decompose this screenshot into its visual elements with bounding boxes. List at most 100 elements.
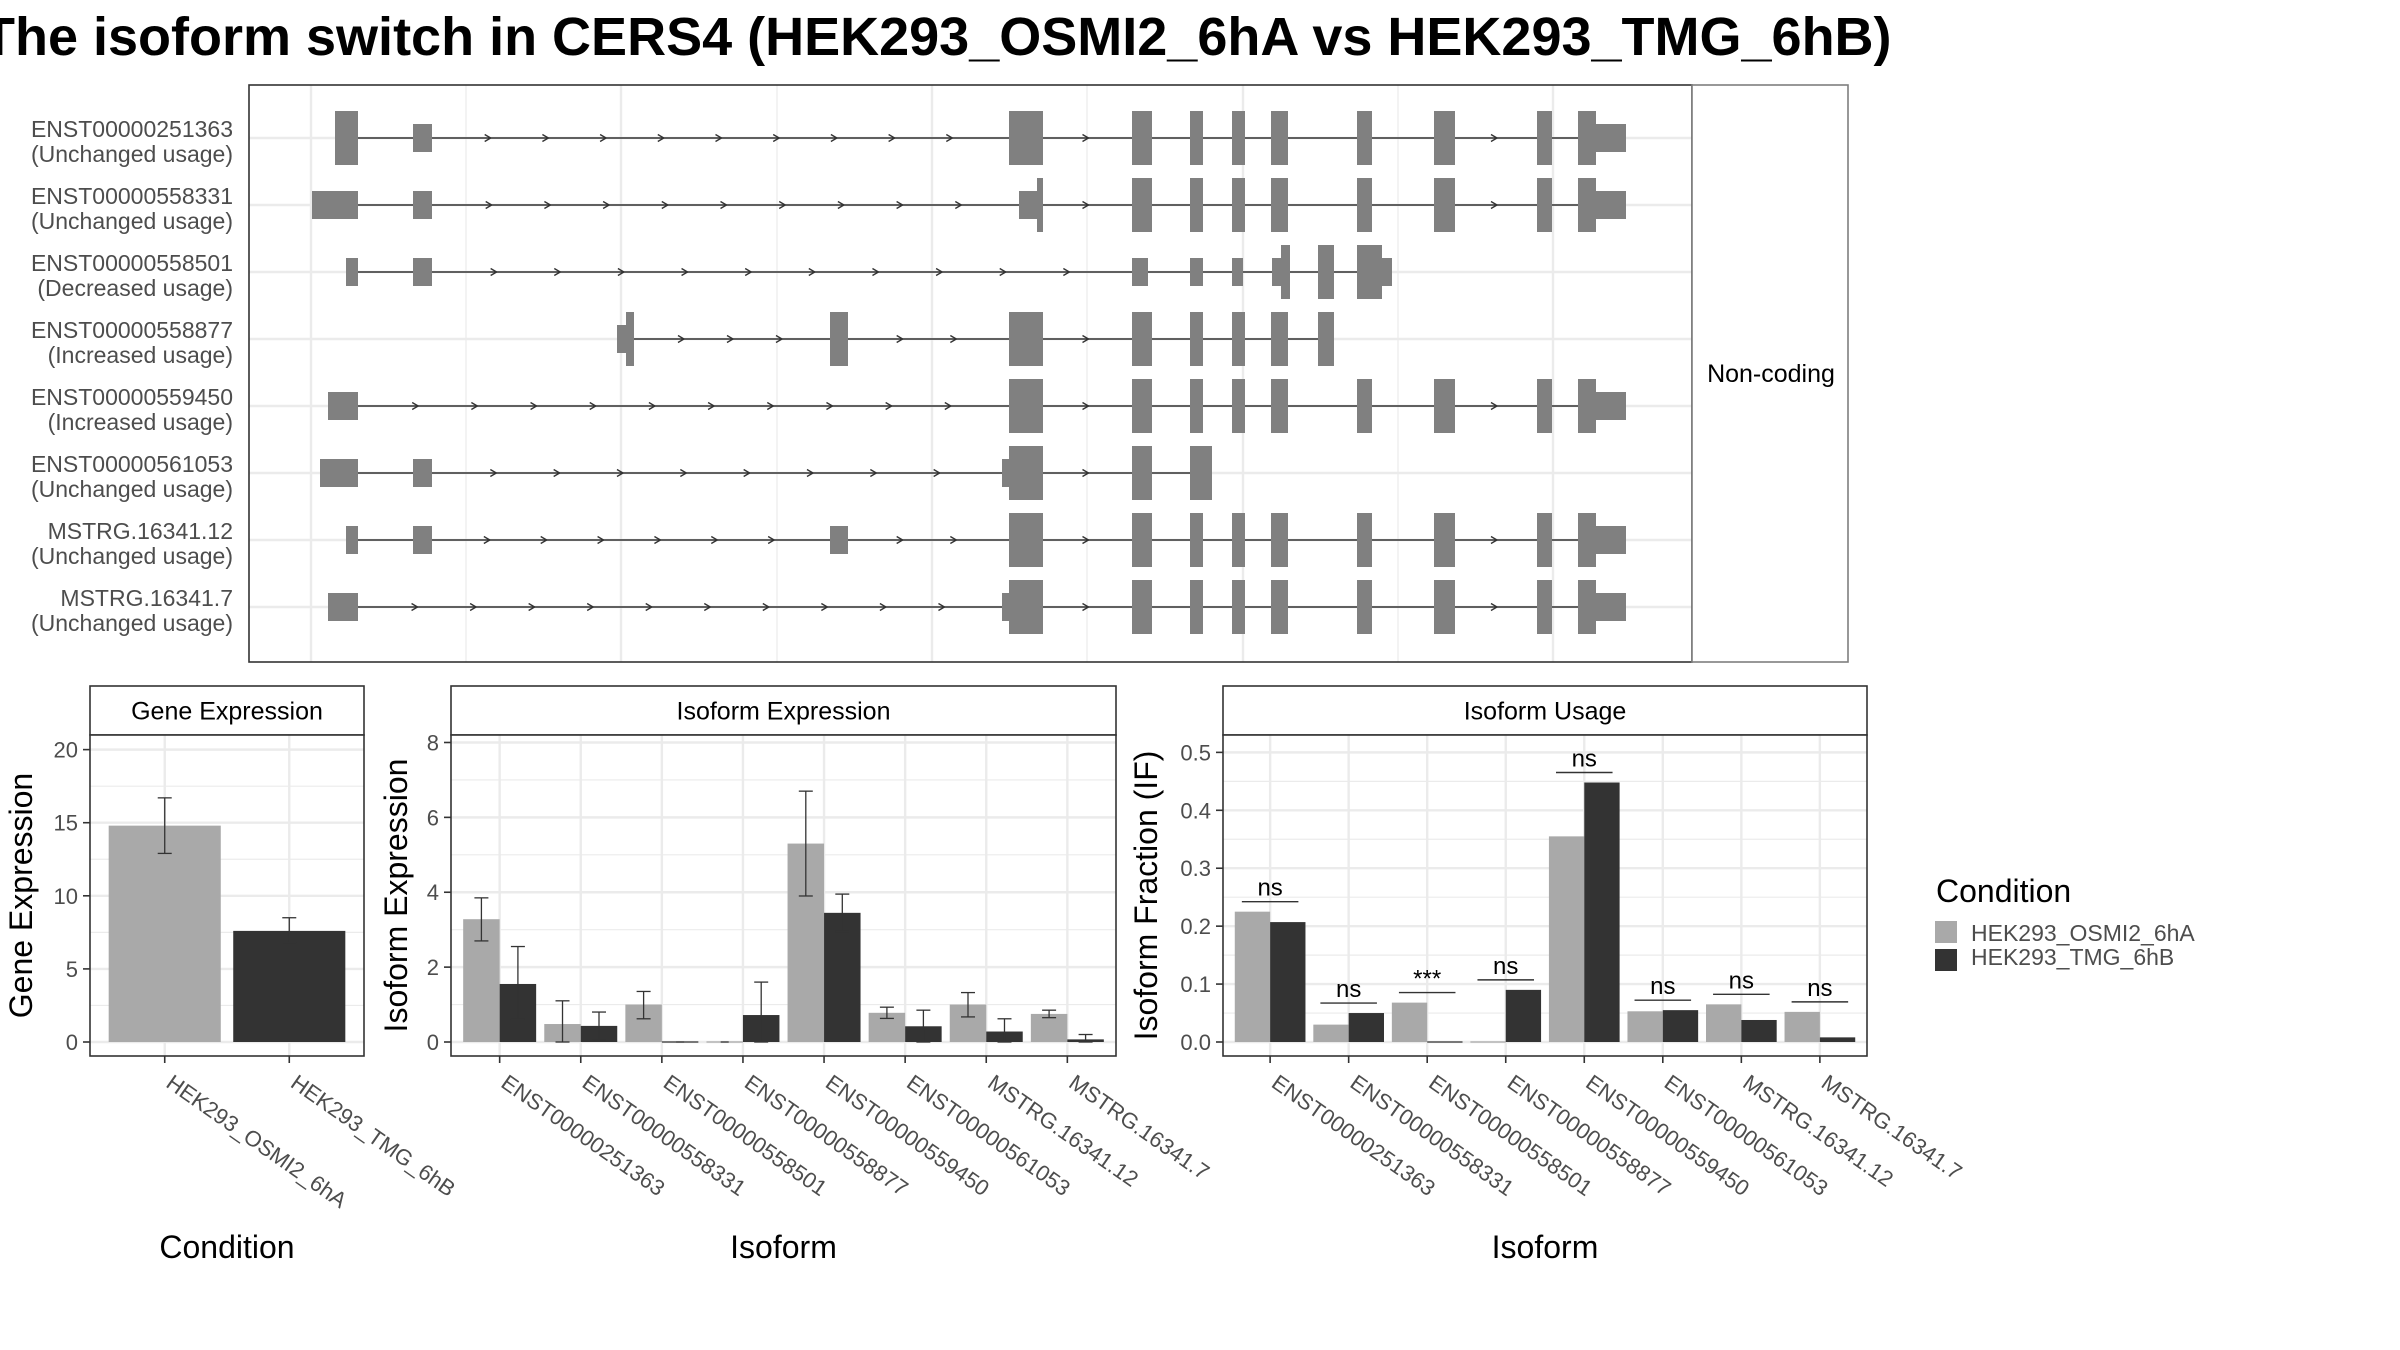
intron-arrow: [1082, 602, 1090, 612]
exon-block: [312, 191, 358, 219]
exon-block: [1434, 178, 1455, 232]
intron-arrow: [645, 602, 654, 612]
intron-arrow: [1490, 602, 1499, 612]
exon-block: [1578, 178, 1596, 232]
legend-item-label: HEK293_OSMI2_6hA: [1971, 920, 2195, 946]
intron-arrow: [617, 267, 626, 277]
facet-strip: [89, 685, 365, 736]
y-tick-label: 0.0: [1180, 1030, 1211, 1055]
intron-arrow: [490, 267, 499, 277]
isoform-usage-label: (Unchanged usage): [31, 476, 233, 502]
exon-block: [1382, 258, 1392, 286]
intron-arrow: [469, 602, 478, 612]
intron-arrow: [471, 401, 479, 411]
exon-block: [1132, 178, 1152, 232]
bar-HEK293_TMG_6hB-ENST00000559450: [824, 912, 861, 1042]
legend-title: Condition: [1936, 873, 2071, 909]
exon-block: [1002, 459, 1009, 487]
intron-arrow: [616, 468, 625, 478]
bar-HEK293_OSMI2_6hA-ENST00000561053: [1627, 1011, 1663, 1042]
intron-arrow: [999, 267, 1008, 277]
intron-arrow: [483, 535, 492, 545]
isoform-usage-label: (Increased usage): [48, 409, 233, 435]
exon-block: [1009, 446, 1043, 500]
bar-HEK293_TMG_6hB-ENST00000559450: [1584, 782, 1620, 1042]
intron-arrow: [411, 602, 419, 612]
intron-arrow: [710, 535, 719, 545]
significance-label: ns: [1729, 967, 1754, 994]
exon-block: [830, 526, 848, 554]
bar-HEK293_TMG_6hB-MSTRG.16341.7: [1819, 1037, 1856, 1042]
intron-arrow: [703, 602, 712, 612]
significance-label: ns: [1336, 976, 1361, 1003]
isoform-label: ENST00000561053: [31, 451, 233, 477]
exon-block: [1537, 178, 1552, 232]
intron-arrow: [744, 267, 753, 277]
y-tick-label: 4: [427, 880, 439, 905]
y-tick-label: 15: [54, 811, 78, 836]
exon-block: [1434, 111, 1455, 165]
facet-title: Isoform Usage: [1464, 698, 1627, 726]
exon-block: [1132, 312, 1152, 366]
exon-block: [1190, 111, 1203, 165]
exon-block: [1272, 258, 1281, 286]
intron-arrow: [489, 468, 498, 478]
isoform-label: ENST00000558501: [31, 250, 233, 276]
intron-arrow: [1490, 200, 1499, 210]
legend-swatch-HEK293_OSMI2_6hA: [1935, 921, 1957, 943]
intron-arrow: [484, 133, 493, 143]
bar-HEK293_TMG_6hB-: [233, 930, 346, 1042]
bar-HEK293_OSMI2_6hA-MSTRG.16341.7: [1784, 1011, 1820, 1042]
exon-block: [1271, 178, 1288, 232]
y-tick-label: 0.5: [1180, 740, 1211, 765]
exon-block: [346, 258, 358, 286]
y-tick-label: 0.4: [1180, 798, 1211, 823]
intron-arrow: [677, 334, 686, 344]
exon-block: [1190, 258, 1203, 286]
intron-arrow: [1063, 267, 1071, 277]
isoform-usage-label: (Unchanged usage): [31, 141, 233, 167]
intron-arrow: [681, 267, 689, 277]
intron-arrow: [654, 535, 662, 545]
intron-arrow: [772, 133, 781, 143]
exon-block: [1232, 258, 1243, 286]
isoform-label: MSTRG.16341.12: [48, 518, 233, 544]
y-tick-label: 10: [54, 884, 78, 909]
exon-block: [1132, 580, 1152, 634]
bar-HEK293_OSMI2_6hA-: [108, 825, 221, 1042]
intron-arrow: [542, 133, 550, 143]
exon-block: [1578, 513, 1596, 567]
exon-block: [1232, 111, 1245, 165]
exon-block: [328, 593, 358, 621]
intron-arrow: [1082, 200, 1090, 210]
exon-block: [413, 124, 432, 152]
exon-block: [1318, 312, 1334, 366]
intron-arrow: [530, 401, 538, 411]
bar-HEK293_TMG_6hB-ENST00000251363: [1270, 922, 1306, 1042]
intron-arrow: [837, 200, 846, 210]
exon-block: [1537, 580, 1552, 634]
exon-block: [617, 325, 626, 353]
intron-arrow: [933, 468, 942, 478]
facet-strip: [450, 685, 1117, 736]
exon-block: [1232, 379, 1245, 433]
intron-arrow: [954, 200, 963, 210]
exon-block: [1009, 513, 1043, 567]
isoform-label: ENST00000559450: [31, 384, 233, 410]
exon-block: [413, 526, 432, 554]
facet-strip: [1222, 685, 1868, 736]
exon-block: [1537, 379, 1552, 433]
intron-arrow: [485, 200, 494, 210]
intron-arrow: [778, 200, 787, 210]
panel-isoform-usage: Isoform Usage 0.0 0.1 0.2 0.3 0.4 0.5 ns ns *** ns…: [1128, 685, 1967, 1265]
intron-arrow: [1490, 133, 1499, 143]
isoform-label: ENST00000558331: [31, 183, 233, 209]
exon-block: [1537, 513, 1552, 567]
exon-block: [1009, 580, 1043, 634]
exon-block: [1271, 111, 1288, 165]
isoform-track-2: [312, 178, 1626, 232]
intron-arrow: [896, 535, 905, 545]
intron-arrow: [553, 468, 562, 478]
